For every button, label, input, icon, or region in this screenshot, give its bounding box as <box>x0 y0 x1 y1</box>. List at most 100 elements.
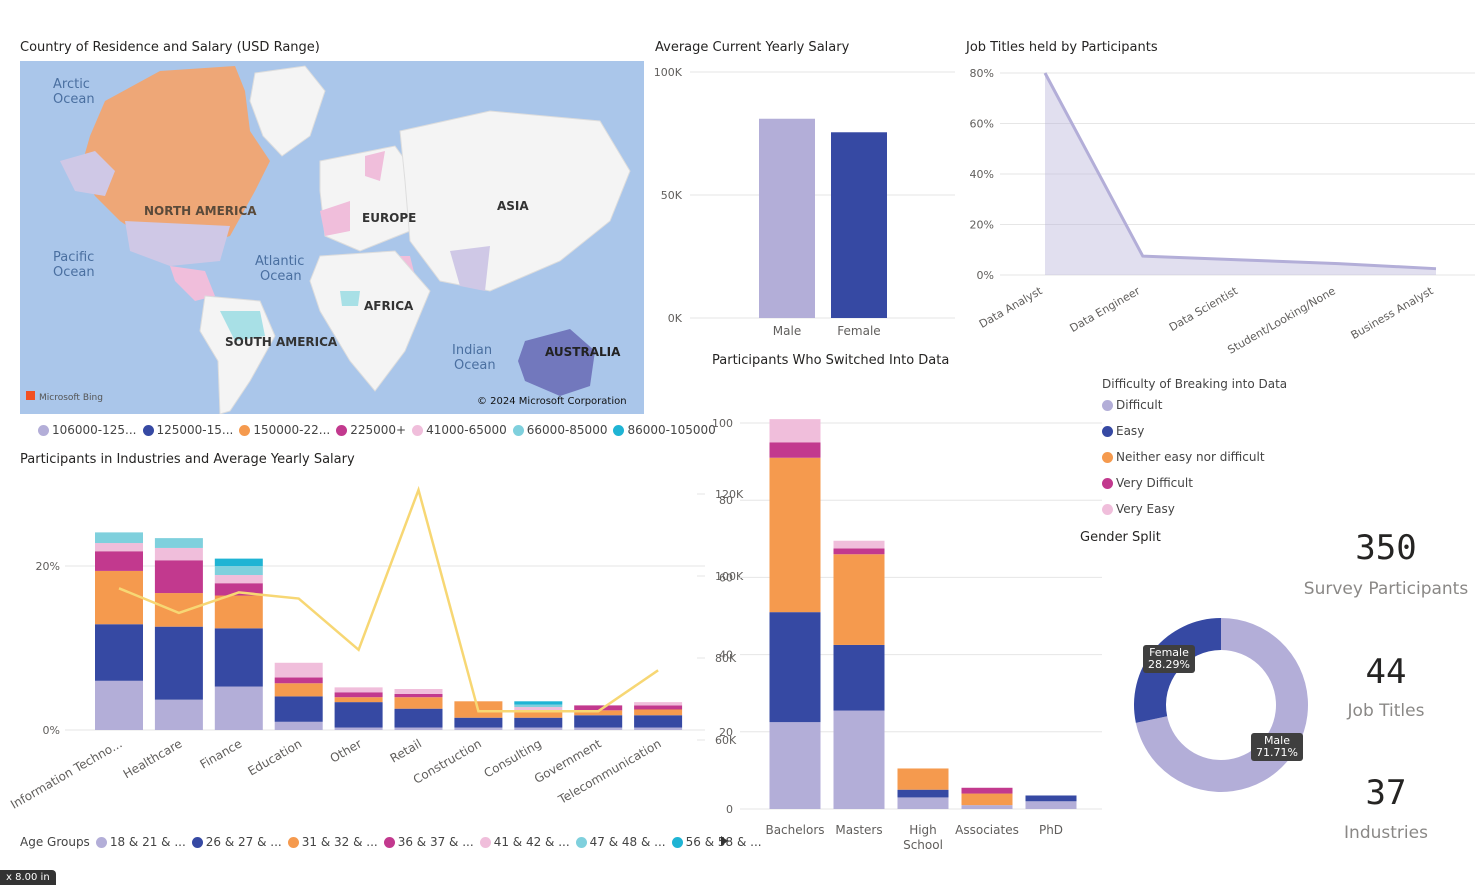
switched-bar-segment[interactable] <box>897 768 949 790</box>
switched-bar-segment[interactable] <box>833 548 885 555</box>
difficulty-legend-item[interactable]: Neither easy nor difficult <box>1102 450 1265 464</box>
age-legend-item[interactable]: 36 & 37 & ... <box>383 835 474 849</box>
age-legend-item[interactable]: 18 & 21 & ... <box>95 835 186 849</box>
industries-bar-segment[interactable] <box>214 628 263 687</box>
industries-bar-segment[interactable] <box>95 680 143 730</box>
switched-bar-segment[interactable] <box>769 419 821 443</box>
industries-bar-segment[interactable] <box>154 547 203 561</box>
industries-bar-segment[interactable] <box>334 727 383 730</box>
industries-bar-segment[interactable] <box>454 717 503 728</box>
salary-chart[interactable]: 0K 50K 100K Male Female <box>650 60 960 350</box>
industries-bar-segment[interactable] <box>454 727 503 730</box>
difficulty-legend-item[interactable]: Very Easy <box>1102 502 1175 516</box>
switched-bar-segment[interactable] <box>961 787 1013 794</box>
industries-bar-segment[interactable] <box>334 702 383 728</box>
industries-category-label: Healthcare <box>121 736 185 781</box>
industries-bar-segment[interactable] <box>634 709 683 716</box>
industries-bar-segment[interactable] <box>514 711 563 718</box>
switched-bar-segment[interactable] <box>897 789 949 798</box>
industries-bar-segment[interactable] <box>574 727 623 730</box>
map-legend-item[interactable]: 66000-85000 <box>512 423 607 437</box>
industries-bar-segment[interactable] <box>514 701 563 705</box>
industries-bar-segment[interactable] <box>214 575 263 584</box>
industries-bar-segment[interactable] <box>574 705 623 711</box>
industries-bar-segment[interactable] <box>154 538 203 548</box>
switched-bar-segment[interactable] <box>769 722 821 809</box>
gender-donut[interactable] <box>1120 605 1320 805</box>
switched-bar-segment[interactable] <box>833 710 885 809</box>
industries-bar-segment[interactable] <box>514 704 563 708</box>
industries-bar-segment[interactable] <box>514 717 563 728</box>
jobs-chart[interactable]: 0% 20% 40% 60% 80% Data Analyst Data Engineer D… <box>960 60 1480 360</box>
industries-bar-segment[interactable] <box>95 624 143 681</box>
switched-chart[interactable]: 0 20 40 60 80 100 Bachelors Masters High School As… <box>700 400 1110 860</box>
switched-bar-segment[interactable] <box>1025 801 1077 809</box>
industries-bar-segment[interactable] <box>95 551 143 571</box>
industries-bar-segment[interactable] <box>574 710 623 716</box>
switched-bar-segment[interactable] <box>961 805 1013 809</box>
industries-bar-segment[interactable] <box>274 683 323 697</box>
legend-next-arrow-icon[interactable] <box>721 836 728 846</box>
industries-bar-segment[interactable] <box>634 702 683 706</box>
industries-bar-segment[interactable] <box>394 693 443 698</box>
industries-bar-segment[interactable] <box>514 707 563 712</box>
industries-bar-segment[interactable] <box>274 677 323 684</box>
industries-bar-segment[interactable] <box>214 566 263 576</box>
map-legend-item[interactable]: 41000-65000 <box>412 423 507 437</box>
industries-bar-segment[interactable] <box>334 697 383 703</box>
industries-bar-segment[interactable] <box>274 696 323 722</box>
industries-bar-segment[interactable] <box>514 727 563 730</box>
industries-bar-segment[interactable] <box>274 721 323 730</box>
industries-bar-segment[interactable] <box>634 705 683 710</box>
industries-bar-segment[interactable] <box>274 662 323 678</box>
industries-bar-segment[interactable] <box>214 558 263 566</box>
industries-bar-segment[interactable] <box>154 560 203 594</box>
industries-bar-segment[interactable] <box>154 593 203 627</box>
industries-bar-segment[interactable] <box>394 727 443 730</box>
salary-bar[interactable] <box>759 118 815 318</box>
industries-bar-segment[interactable] <box>154 626 203 700</box>
industries-bar-segment[interactable] <box>95 570 143 625</box>
switched-bar-segment[interactable] <box>769 457 821 613</box>
industries-bar-segment[interactable] <box>634 715 683 728</box>
industries-bar-segment[interactable] <box>214 686 263 730</box>
age-legend-item[interactable]: 47 & 48 & ... <box>575 835 666 849</box>
difficulty-legend-item[interactable]: Easy <box>1102 424 1144 438</box>
switched-bar-segment[interactable] <box>769 442 821 458</box>
map-legend-item[interactable]: 225000+ <box>336 423 406 437</box>
africa-label: AFRICA <box>364 299 414 313</box>
difficulty-legend-item[interactable]: Very Difficult <box>1102 476 1193 490</box>
switched-bar-segment[interactable] <box>833 644 885 711</box>
industries-bar-segment[interactable] <box>574 715 623 728</box>
difficulty-legend-item[interactable]: Difficult <box>1102 398 1162 412</box>
switched-bar-segment[interactable] <box>1025 795 1077 802</box>
map-legend-item[interactable]: 150000-22... <box>239 423 330 437</box>
switched-bar-segment[interactable] <box>961 793 1013 806</box>
world-map[interactable]: Arctic Ocean NORTH AMERICA EUROPE ASIA P… <box>20 61 644 414</box>
industries-bar-segment[interactable] <box>214 595 263 629</box>
industries-bar-segment[interactable] <box>394 689 443 694</box>
industries-bar-segment[interactable] <box>154 699 203 730</box>
industries-bar-segment[interactable] <box>394 708 443 728</box>
age-legend-item[interactable]: 41 & 42 & ... <box>479 835 570 849</box>
switched-bar-segment[interactable] <box>897 797 949 809</box>
industries-salary-line[interactable] <box>118 485 659 713</box>
industries-bar-segment[interactable] <box>334 687 383 693</box>
industries-bar-segment[interactable] <box>634 727 683 730</box>
switched-bar-segment[interactable] <box>833 554 885 645</box>
industries-bar-segment[interactable] <box>95 543 143 552</box>
age-legend-item[interactable]: 26 & 27 & ... <box>191 835 282 849</box>
map-legend-item[interactable]: 125000-15... <box>142 423 233 437</box>
industries-bar-segment[interactable] <box>95 532 143 544</box>
age-legend-item[interactable]: 31 & 32 & ... <box>287 835 378 849</box>
industries-bar-segment[interactable] <box>394 697 443 709</box>
jobs-line[interactable] <box>1043 72 1437 271</box>
industries-chart-title: Participants in Industries and Average Y… <box>20 452 355 467</box>
industries-chart[interactable]: 0% 20% 60K 80K 100K 120K Information Techno...… <box>0 470 750 835</box>
map-legend-item[interactable]: 86000-105000 <box>613 423 716 437</box>
map-legend-item[interactable]: 106000-125... <box>38 423 137 437</box>
industries-bar-segment[interactable] <box>334 692 383 698</box>
salary-bar[interactable] <box>831 132 887 318</box>
switched-bar-segment[interactable] <box>833 540 885 549</box>
switched-bar-segment[interactable] <box>769 612 821 723</box>
